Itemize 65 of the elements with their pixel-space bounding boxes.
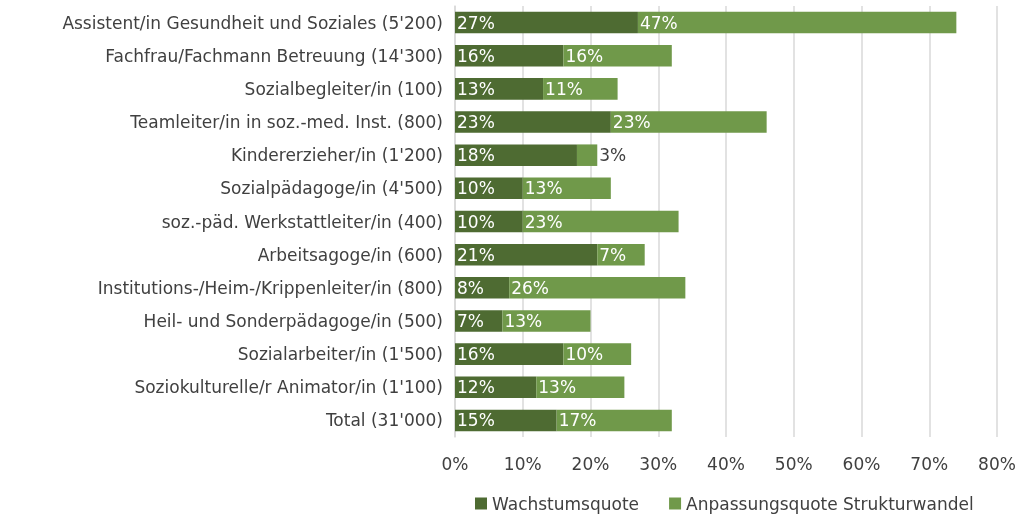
data-label: 13% — [538, 377, 577, 398]
bar — [455, 111, 611, 133]
data-label: 17% — [558, 410, 597, 431]
data-label: 7% — [599, 244, 627, 265]
data-label: 10% — [457, 211, 495, 232]
bar — [455, 243, 598, 266]
data-label: 18% — [457, 145, 495, 166]
x-tick-label: 20% — [571, 453, 610, 474]
x-tick-label: 0% — [441, 453, 469, 474]
y-tick-label: Assistent/in Gesundheit und Soziales (5'200) — [62, 12, 443, 33]
data-label: 13% — [504, 310, 543, 331]
y-tick-label: Soziokulturelle/r Animator/in (1'100) — [134, 377, 443, 398]
data-label: 13% — [524, 178, 563, 199]
bar — [455, 11, 638, 34]
data-label: 23% — [612, 112, 651, 133]
data-label: 47% — [639, 12, 678, 33]
data-label: 3% — [599, 145, 627, 166]
bar — [576, 144, 598, 166]
y-tick-label: Sozialarbeiter/in (1'500) — [237, 344, 443, 365]
bar — [455, 144, 577, 166]
legend-label: Wachstumsquote — [492, 493, 640, 514]
y-tick-label: Teamleiter/in in soz.-med. Inst. (800) — [129, 112, 443, 133]
data-label: 26% — [511, 277, 549, 298]
legend-label: Anpassungsquote Strukturwandel — [686, 493, 974, 514]
x-tick-label: 80% — [978, 453, 1016, 474]
data-label: 23% — [457, 112, 495, 133]
data-label: 16% — [565, 45, 604, 66]
bar — [522, 210, 679, 233]
bar — [455, 78, 544, 100]
x-tick-label: 50% — [774, 453, 813, 474]
bar — [637, 11, 957, 34]
y-tick-label: soz.-päd. Werkstattleiter/in (400) — [161, 211, 443, 232]
y-tick-label: Fachfrau/Fachmann Betreuung (14'300) — [105, 45, 443, 66]
x-tick-label: 70% — [910, 453, 949, 474]
bar — [502, 310, 591, 332]
bar — [509, 277, 686, 299]
y-tick-label: Kindererzieher/in (1'200) — [230, 145, 443, 166]
y-tick-label: Sozialpädagoge/in (4'500) — [220, 178, 443, 199]
data-label: 8% — [457, 277, 484, 298]
bar — [536, 376, 625, 399]
data-label: 11% — [545, 78, 583, 99]
data-label: 15% — [457, 410, 495, 431]
data-label: 7% — [457, 310, 484, 331]
x-tick-label: 10% — [503, 453, 542, 474]
data-label: 10% — [565, 344, 604, 365]
bar — [563, 44, 672, 67]
x-tick-label: 30% — [639, 453, 678, 474]
bar — [610, 111, 767, 133]
y-tick-label: Total (31'000) — [324, 410, 443, 431]
data-label: 16% — [457, 45, 495, 66]
data-label: 27% — [457, 12, 495, 33]
bar — [455, 343, 564, 365]
x-tick-label: 40% — [707, 453, 745, 474]
data-label: 12% — [457, 377, 495, 398]
y-tick-label: Institutions-/Heim-/Krippenleiter/in (800) — [97, 277, 443, 298]
bar — [455, 44, 564, 67]
y-tick-label: Sozialbegleiter/in (100) — [244, 78, 443, 99]
data-label: 10% — [457, 178, 495, 199]
y-tick-label: Arbeitsagoge/in (600) — [257, 244, 443, 265]
data-label: 23% — [524, 211, 563, 232]
data-label: 16% — [457, 344, 495, 365]
y-tick-label: Heil- und Sonderpädagoge/in (500) — [143, 310, 443, 331]
x-tick-label: 60% — [842, 453, 881, 474]
data-label: 13% — [457, 78, 495, 99]
data-label: 21% — [457, 244, 495, 265]
